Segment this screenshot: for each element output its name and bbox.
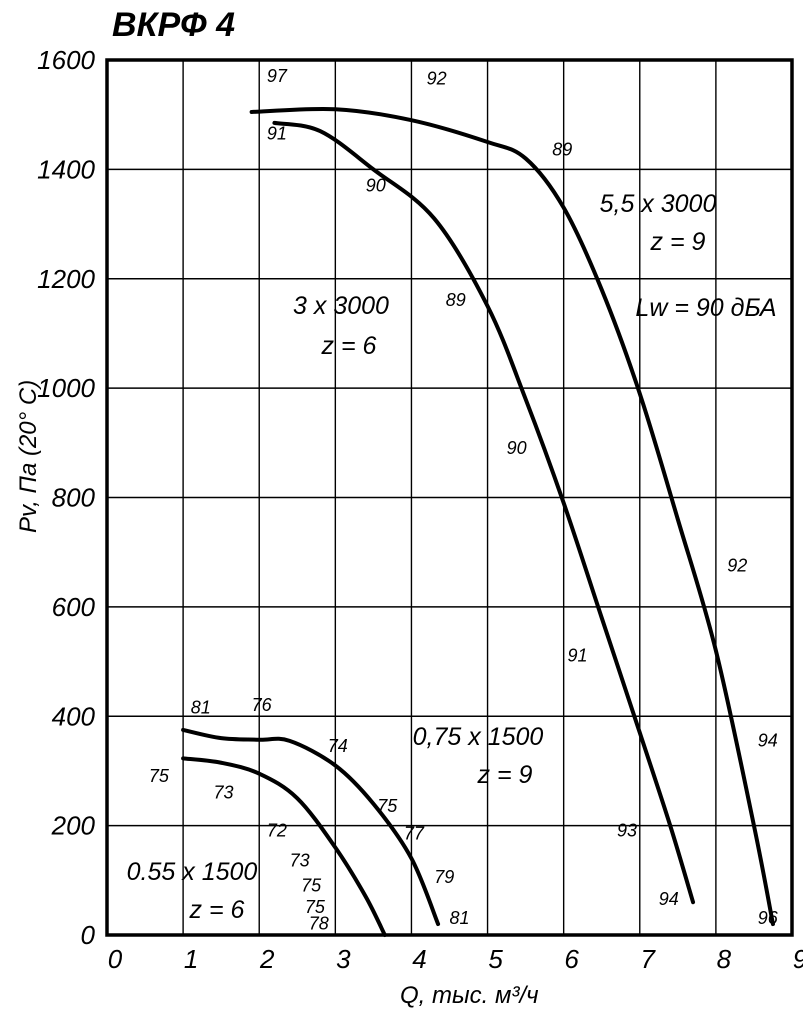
- efficiency-label: 72: [267, 821, 287, 841]
- efficiency-label: 75: [377, 796, 398, 816]
- efficiency-label: 78: [309, 914, 329, 934]
- y-tick-label: 600: [52, 592, 96, 622]
- series-annotation-1: Lw = 90 дБА: [635, 294, 776, 322]
- y-tick-label: 1400: [37, 154, 95, 184]
- y-tick-label: 1600: [37, 45, 95, 75]
- efficiency-label: 94: [758, 730, 778, 750]
- series-annotation-1: z = 9: [650, 228, 706, 256]
- series-annotation-3: z = 9: [477, 761, 533, 789]
- x-tick-label: 7: [641, 944, 657, 974]
- efficiency-label: 91: [267, 123, 287, 143]
- efficiency-label: 73: [214, 782, 234, 802]
- series-curve-3: [181, 727, 441, 927]
- tick-labels: 012345678902004006008001000120014001600: [37, 45, 803, 974]
- efficiency-label: 91: [567, 646, 587, 666]
- efficiency-label: 92: [727, 555, 747, 575]
- y-tick-label: 0: [81, 920, 96, 950]
- x-tick-label: 8: [717, 944, 732, 974]
- efficiency-label: 90: [366, 175, 386, 195]
- efficiency-label: 90: [507, 438, 527, 458]
- efficiency-label: 97: [267, 66, 288, 86]
- chart-title: ВКРФ 4: [112, 6, 235, 44]
- efficiency-label: 75: [305, 897, 326, 917]
- efficiency-label: 76: [252, 695, 273, 715]
- efficiency-label: 96: [758, 908, 779, 928]
- efficiency-label: 89: [552, 140, 572, 160]
- curves: [181, 106, 775, 937]
- x-tick-label: 6: [564, 944, 579, 974]
- series-annotation-2: z = 6: [321, 332, 377, 360]
- y-axis-label: Pv, Па (20° С): [15, 380, 42, 533]
- y-tick-label: 200: [51, 811, 96, 841]
- series-annotation-4: 0.55 x 1500: [127, 858, 258, 886]
- x-tick-label: 3: [336, 944, 351, 974]
- efficiency-label: 75: [301, 875, 322, 895]
- efficiency-label: 75: [149, 766, 170, 786]
- series-annotation-3: 0,75 x 1500: [413, 723, 544, 751]
- efficiency-label: 73: [290, 851, 310, 871]
- x-tick-label: 2: [259, 944, 275, 974]
- x-tick-label: 4: [412, 944, 426, 974]
- y-tick-label: 1000: [37, 373, 95, 403]
- efficiency-label: 93: [617, 821, 637, 841]
- efficiency-label: 92: [427, 69, 447, 89]
- efficiency-label: 74: [328, 736, 348, 756]
- efficiency-label: 77: [404, 823, 425, 843]
- y-tick-label: 400: [52, 701, 96, 731]
- series-curve-4: [181, 756, 387, 937]
- series-annotation-1: 5,5 x 3000: [600, 190, 717, 218]
- efficiency-label: 79: [434, 867, 454, 887]
- series-curve-1: [249, 106, 775, 927]
- series-curve-2: [272, 120, 696, 905]
- series-annotation-4: z = 6: [189, 896, 245, 924]
- x-tick-label: 1: [184, 944, 198, 974]
- efficiency-label: 94: [659, 889, 679, 909]
- curve-labels: 97 92 89 92 94 96 91 90 89 90 91 93 94 81 76 74 75 77 79 81…: [127, 66, 779, 934]
- efficiency-label: 89: [446, 290, 466, 310]
- y-tick-label: 800: [52, 483, 96, 513]
- x-tick-label: 5: [488, 944, 503, 974]
- x-axis-label: Q, тыс. м³/ч: [400, 982, 539, 1009]
- y-tick-label: 1200: [37, 264, 95, 294]
- x-tick-label: 0: [108, 944, 123, 974]
- x-tick-label: 9: [793, 944, 803, 974]
- plot-frame: [105, 58, 794, 937]
- efficiency-label: 81: [191, 698, 211, 718]
- series-annotation-2: 3 x 3000: [293, 292, 389, 320]
- efficiency-label: 81: [450, 908, 470, 928]
